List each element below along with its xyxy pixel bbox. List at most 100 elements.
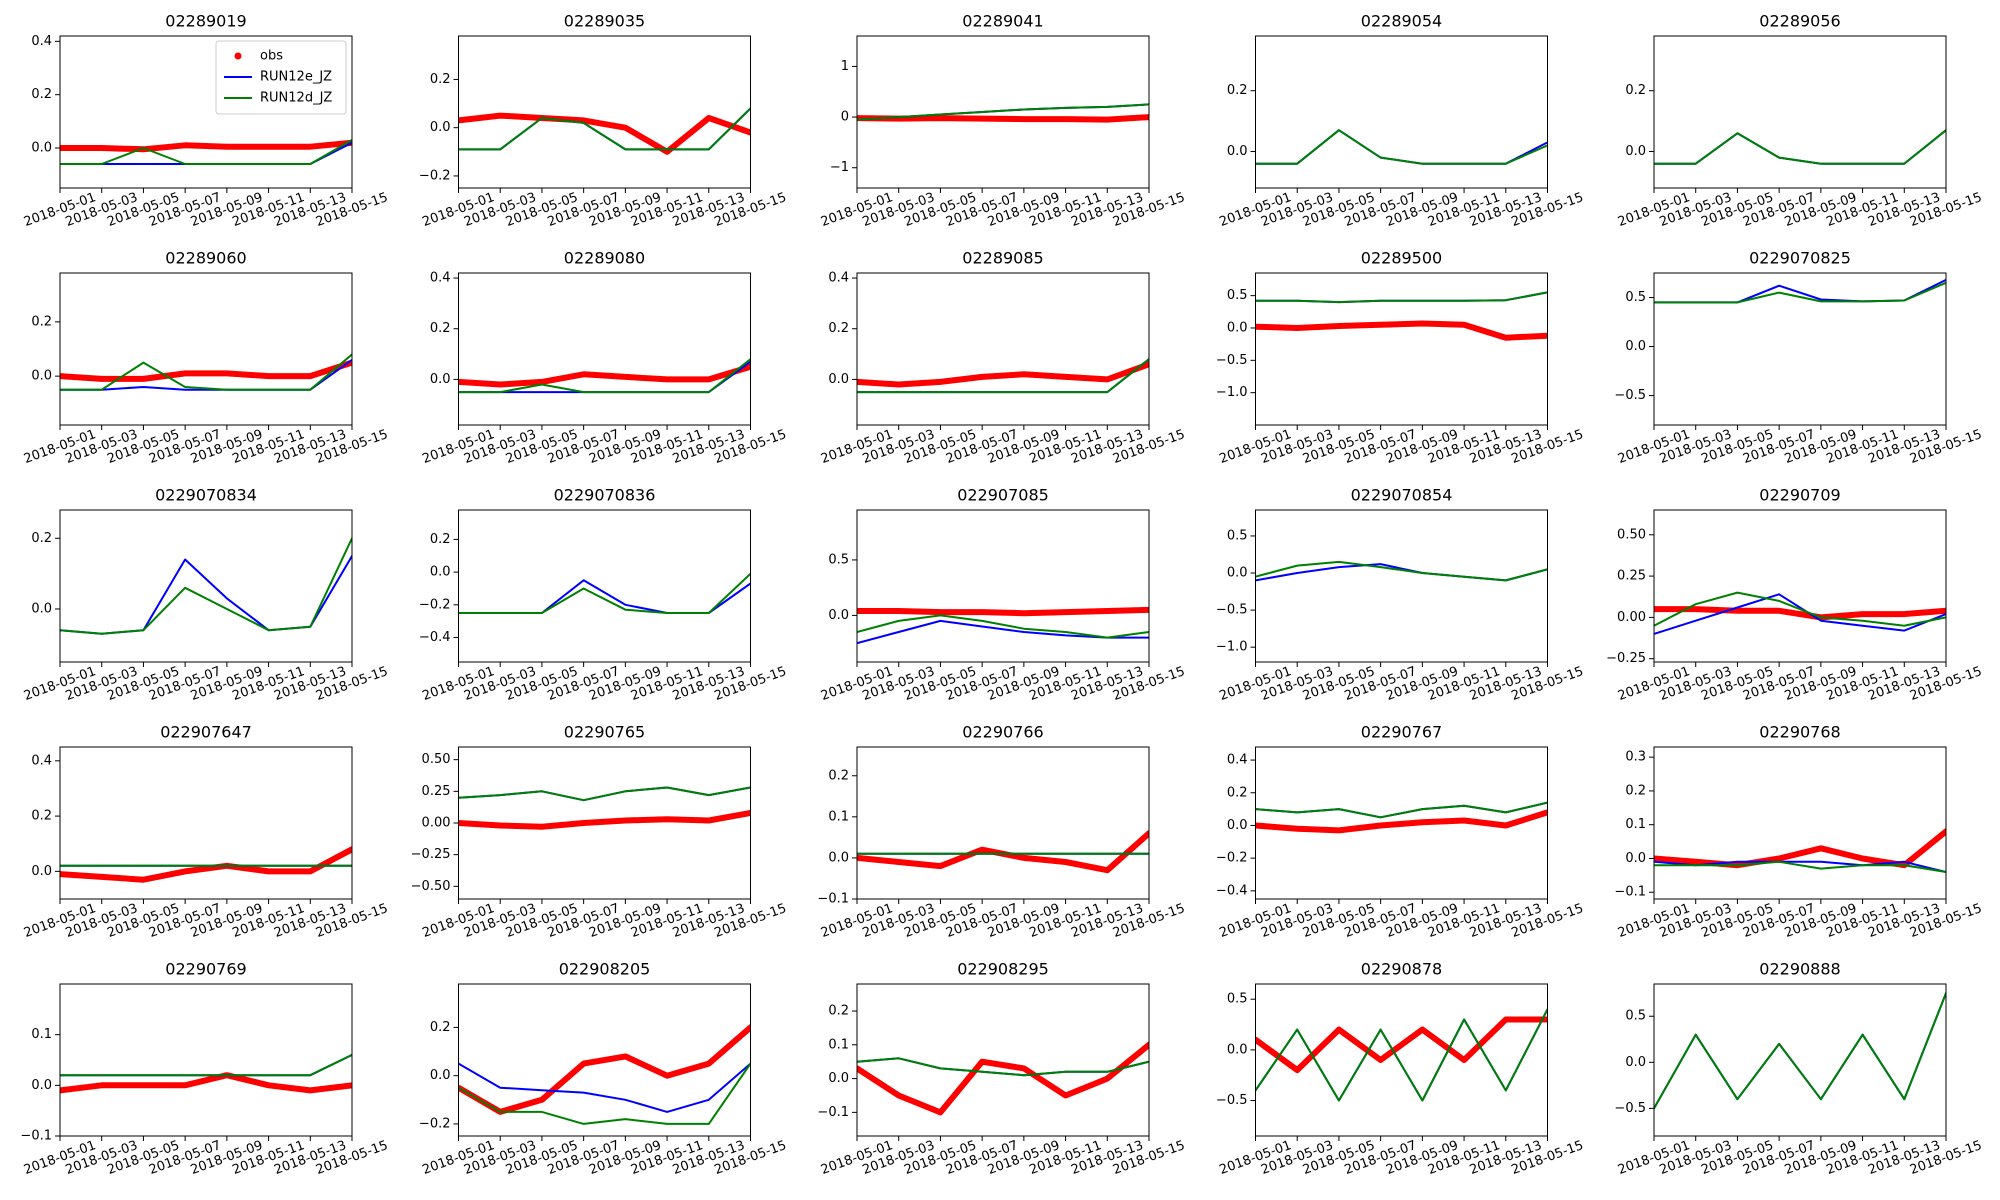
model-line [1255,129,1548,165]
y-tick-label: 0.5 [1227,992,1248,1007]
y-tick-label: 0.0 [1625,851,1646,866]
y-tick-label: 0.0 [1625,1055,1646,1070]
y-tick-label: 0.5 [1227,288,1248,303]
plot-area [1654,129,1946,165]
model-line [458,579,751,614]
y-tick-label: 0.25 [1617,569,1646,584]
plot-area [1654,992,1946,1110]
y-tick-label: 0.0 [828,1071,849,1086]
y-tick-label: −0.2 [419,168,451,183]
y-tick-label: 0.4 [430,271,451,286]
y-tick-label: −0.5 [1614,388,1646,403]
y-tick-label: 0.5 [1625,290,1646,305]
axes-frame [856,272,1150,426]
axes-frame [1255,746,1548,900]
y-tick-label: 1 [841,59,849,74]
model-line [60,555,352,635]
obs-line [458,112,751,155]
obs-line [458,363,751,388]
model-line [458,358,751,394]
plot-area [1654,278,1946,304]
axes-frame [59,983,353,1137]
axes-frame [59,272,353,426]
obs-line [1255,320,1548,341]
subplot-title: 02289080 [564,249,645,268]
obs-line [857,606,1149,617]
y-tick-label: 0.5 [1227,528,1248,543]
obs-line [458,809,751,830]
subplot-title: 02289085 [962,249,1043,268]
y-tick-label: 0.2 [31,809,52,824]
y-tick-label: 0.0 [828,372,849,387]
subplot-title: 022907647 [160,723,252,742]
y-tick-label: −0.50 [411,879,451,894]
model-line [60,353,352,391]
model-line [1654,860,1946,873]
subplot: 02290765−0.50−0.250.000.250.502018-05-01… [411,723,789,941]
subplot: 02290768−0.10.00.10.20.32018-05-012018-0… [1614,723,1984,941]
model-line [1255,291,1548,304]
plot-area [857,103,1149,123]
subplot: 02290709−0.250.000.250.502018-05-012018-… [1606,486,1984,704]
axes-frame [856,746,1150,900]
plot-area [458,358,751,394]
subplot: 02290767−0.4−0.20.00.20.42018-05-012018-… [1216,723,1586,941]
plot-area [1255,129,1548,165]
subplot: 02289035−0.20.00.22018-05-012018-05-0320… [419,12,789,230]
y-tick-label: −0.2 [1216,851,1248,866]
axes-frame [458,35,751,189]
y-tick-label: 0.00 [422,816,451,831]
y-tick-label: 0.4 [31,753,52,768]
model-line [60,139,352,165]
axes-frame [1653,35,1947,189]
subplot: 02290769−0.10.00.12018-05-012018-05-0320… [20,960,390,1178]
y-tick-label: 0.2 [430,1020,451,1035]
subplot-title: 02290765 [564,723,645,742]
legend-label: obs [260,49,283,64]
subplot: 02290766−0.10.00.10.22018-05-012018-05-0… [817,723,1187,941]
y-tick-label: 0.0 [1227,144,1248,159]
plot-area [1255,560,1548,582]
axes-frame [458,746,751,900]
y-tick-label: −0.1 [817,892,849,907]
y-tick-label: 0.0 [430,120,451,135]
axes-frame [1255,509,1548,663]
subplot: 0229070850.00.52018-05-012018-05-032018-… [819,486,1187,704]
axes-frame [59,35,353,189]
legend-box [215,40,347,115]
axes-frame [458,272,751,426]
subplot: 02290708340.00.22018-05-012018-05-032018… [22,486,390,704]
model-line [1255,129,1548,165]
axes-frame [1255,35,1548,189]
subplot: 02289041−1012018-05-012018-05-032018-05-… [819,12,1187,230]
y-tick-label: −0.2 [419,597,451,612]
y-tick-label: 0.2 [1227,785,1248,800]
axes-frame [458,509,751,663]
subplot-title: 02289019 [165,12,246,31]
subplot-title: 022907085 [957,486,1049,505]
subplot-title: 02289035 [564,12,645,31]
subplot: 02290888−0.50.00.52018-05-012018-05-0320… [1614,960,1984,1178]
obs-line [60,359,352,382]
obs-line [1255,1016,1548,1074]
model-line [857,1057,1149,1077]
axes-frame [1653,272,1947,426]
y-tick-label: −1 [830,160,849,175]
subplot-title: 02289041 [962,12,1043,31]
model-line [1654,591,1946,627]
y-tick-label: −0.1 [20,1129,52,1144]
y-tick-label: 0.4 [828,271,849,286]
model-line [1255,560,1548,582]
y-tick-label: 0.0 [430,565,451,580]
axes-frame [1653,983,1947,1137]
model-line [458,107,751,151]
plot-area [458,786,751,830]
subplot: 022890540.00.22018-05-012018-05-032018-0… [1217,12,1585,230]
legend-label: RUN12e_JZ [260,70,332,85]
model-line [857,103,1149,121]
subplot-title: 022908295 [957,960,1049,979]
y-tick-label: 0.2 [430,532,451,547]
y-tick-label: −1.0 [1216,640,1248,655]
obs-line [857,361,1149,388]
y-tick-label: 0.1 [31,1027,52,1042]
